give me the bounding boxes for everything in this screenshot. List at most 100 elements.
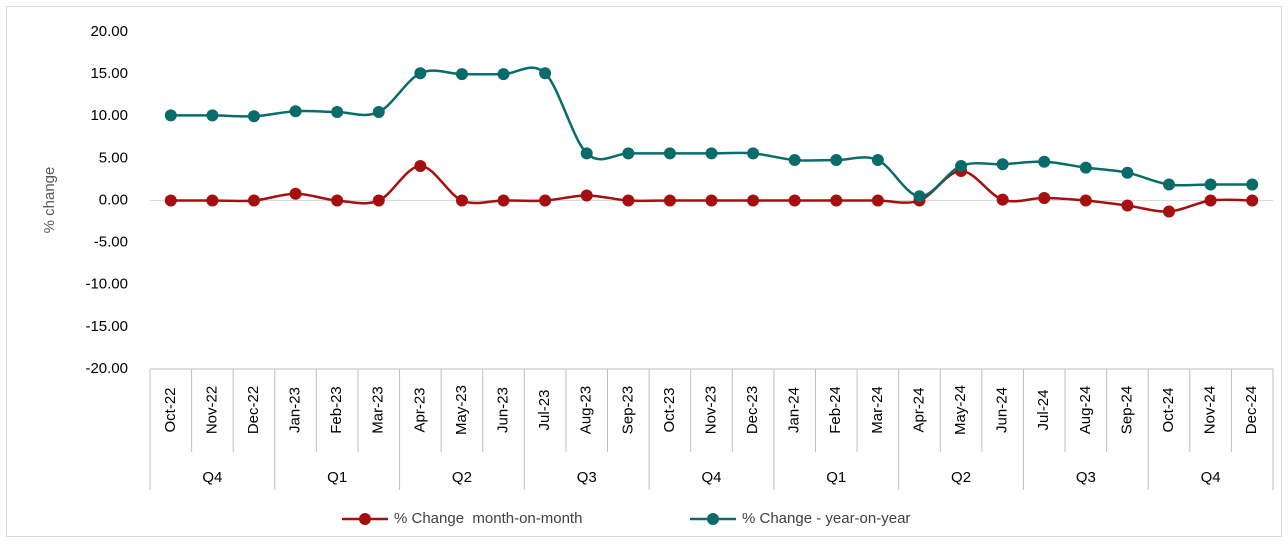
series-marker: [331, 106, 344, 119]
quarter-label: Q4: [701, 469, 721, 486]
series-marker: [497, 194, 510, 207]
legend-marker: [707, 513, 719, 525]
series-marker: [830, 194, 843, 207]
x-tick-label: Aug-23: [578, 386, 595, 434]
x-tick-label: Jun-24: [994, 387, 1011, 433]
series-marker: [372, 194, 385, 207]
y-tick-label: -20.00: [85, 360, 128, 377]
y-tick-label: 0.00: [99, 191, 128, 208]
y-axis-label: % change: [41, 167, 58, 234]
x-tick-label: Jun-23: [495, 387, 512, 433]
series-marker: [996, 193, 1009, 206]
series-marker: [164, 109, 177, 122]
series-marker: [414, 159, 427, 172]
legend-label: % Change month-on-month: [394, 510, 582, 527]
x-tick-label: May-23: [453, 385, 470, 435]
series-marker: [622, 194, 635, 207]
quarter-label: Q1: [327, 469, 347, 486]
series-marker: [580, 189, 593, 202]
series-marker: [788, 154, 801, 167]
series-marker: [1246, 178, 1259, 191]
series-marker: [1121, 199, 1134, 212]
x-tick-label: Nov-23: [702, 386, 719, 434]
series-marker: [580, 147, 593, 160]
legend-label: % Change - year-on-year: [742, 510, 910, 527]
y-tick-label: -10.00: [85, 276, 128, 293]
series-marker: [955, 159, 968, 172]
series-marker: [747, 147, 760, 160]
quarter-label: Q4: [1201, 469, 1221, 486]
x-tick-label: Feb-24: [827, 386, 844, 434]
x-tick-label: Oct-22: [162, 387, 179, 432]
series-marker: [871, 154, 884, 167]
x-tick-label: Dec-24: [1243, 386, 1260, 434]
x-tick-label: Jan-23: [287, 387, 304, 433]
series-marker: [705, 147, 718, 160]
series-marker: [1204, 194, 1217, 207]
x-tick-label: Sep-24: [1118, 386, 1135, 434]
series-marker: [747, 194, 760, 207]
legend-marker: [359, 513, 371, 525]
series-marker: [871, 194, 884, 207]
x-tick-label: Jul-24: [1035, 390, 1052, 431]
y-tick-label: -5.00: [94, 234, 128, 251]
x-tick-label: Jan-24: [786, 387, 803, 433]
series-marker: [539, 67, 552, 80]
series-marker: [1163, 205, 1176, 218]
series-marker: [455, 194, 468, 207]
series-marker: [1079, 194, 1092, 207]
series-marker: [497, 68, 510, 81]
x-tick-label: Aug-24: [1077, 386, 1094, 434]
series-marker: [663, 147, 676, 160]
x-tick-label: Jul-23: [536, 390, 553, 431]
series-marker: [1079, 161, 1092, 174]
series-marker: [455, 68, 468, 81]
series-marker: [622, 147, 635, 160]
x-tick-label: Sep-23: [619, 386, 636, 434]
series-marker: [830, 154, 843, 167]
chart-border: [6, 6, 1282, 537]
series-marker: [1204, 178, 1217, 191]
series-marker: [1121, 166, 1134, 179]
series-marker: [705, 194, 718, 207]
series-marker: [289, 187, 302, 200]
series-marker: [788, 194, 801, 207]
x-tick-label: Apr-24: [910, 387, 927, 432]
x-tick-label: Apr-23: [411, 387, 428, 432]
x-tick-label: Mar-23: [370, 386, 387, 434]
series-marker: [1246, 194, 1259, 207]
quarter-label: Q1: [826, 469, 846, 486]
series-marker: [247, 110, 260, 123]
x-tick-label: Feb-23: [328, 386, 345, 434]
y-tick-label: -15.00: [85, 318, 128, 335]
quarter-label: Q3: [577, 469, 597, 486]
quarter-label: Q4: [202, 469, 222, 486]
x-tick-label: May-24: [952, 385, 969, 435]
x-tick-label: Mar-24: [869, 386, 886, 434]
quarter-label: Q3: [1076, 469, 1096, 486]
series-marker: [1038, 155, 1051, 168]
quarter-label: Q2: [951, 469, 971, 486]
y-tick-label: 5.00: [99, 149, 128, 166]
x-tick-label: Oct-24: [1160, 387, 1177, 432]
series-marker: [1038, 191, 1051, 204]
series-marker: [913, 190, 926, 203]
series-marker: [663, 194, 676, 207]
series-marker: [164, 194, 177, 207]
y-tick-label: 15.00: [90, 65, 128, 82]
series-marker: [206, 109, 219, 122]
x-tick-label: Nov-24: [1202, 386, 1219, 434]
series-marker: [372, 106, 385, 119]
quarter-label: Q2: [452, 469, 472, 486]
series-marker: [539, 194, 552, 207]
y-tick-label: 20.00: [90, 23, 128, 40]
x-tick-label: Dec-22: [245, 386, 262, 434]
series-marker: [414, 67, 427, 80]
series-marker: [247, 194, 260, 207]
series-marker: [206, 194, 219, 207]
x-tick-label: Nov-22: [203, 386, 220, 434]
series-marker: [1163, 178, 1176, 191]
series-marker: [289, 105, 302, 118]
y-tick-label: 10.00: [90, 107, 128, 124]
